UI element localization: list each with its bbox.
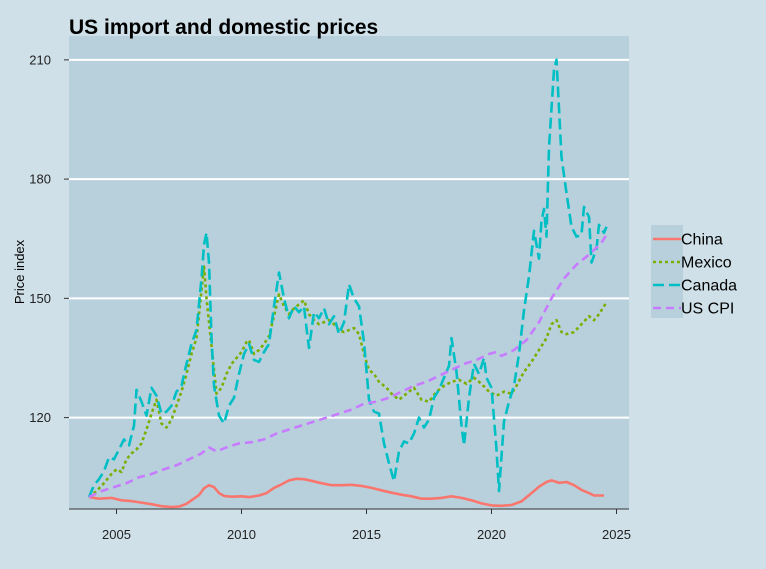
y-tick-label-210: 210	[29, 52, 51, 67]
legend: China Mexico Canada US CPI	[651, 225, 737, 318]
legend-key-background	[651, 225, 683, 318]
y-tick-label-180: 180	[29, 172, 51, 187]
y-tick-label-150: 150	[29, 291, 51, 306]
chart-title: US import and domestic prices	[69, 16, 378, 39]
legend-label-china: China	[681, 232, 723, 249]
plot-panel	[69, 36, 629, 509]
y-axis-label: Price index	[12, 239, 27, 304]
gridlines	[69, 58, 629, 419]
x-tick-label-2020: 2020	[477, 527, 506, 542]
y-axis: 120 150 180 210	[29, 52, 69, 425]
x-tick-label-2015: 2015	[352, 527, 381, 542]
x-tick-label-2025: 2025	[602, 527, 631, 542]
x-tick-label-2010: 2010	[227, 527, 256, 542]
x-axis: 2005 2010 2015 2020 2025	[69, 508, 631, 542]
series-line-mexico	[88, 265, 608, 499]
series-line-us-cpi	[88, 234, 608, 499]
legend-label-mexico: Mexico	[681, 255, 732, 272]
series-lines	[87, 58, 608, 509]
legend-label-us-cpi: US CPI	[681, 301, 734, 318]
series-line-china	[88, 477, 604, 509]
series-line-canada	[87, 58, 608, 498]
y-tick-label-120: 120	[29, 410, 51, 425]
x-tick-label-2005: 2005	[102, 527, 131, 542]
legend-label-canada: Canada	[681, 278, 737, 295]
